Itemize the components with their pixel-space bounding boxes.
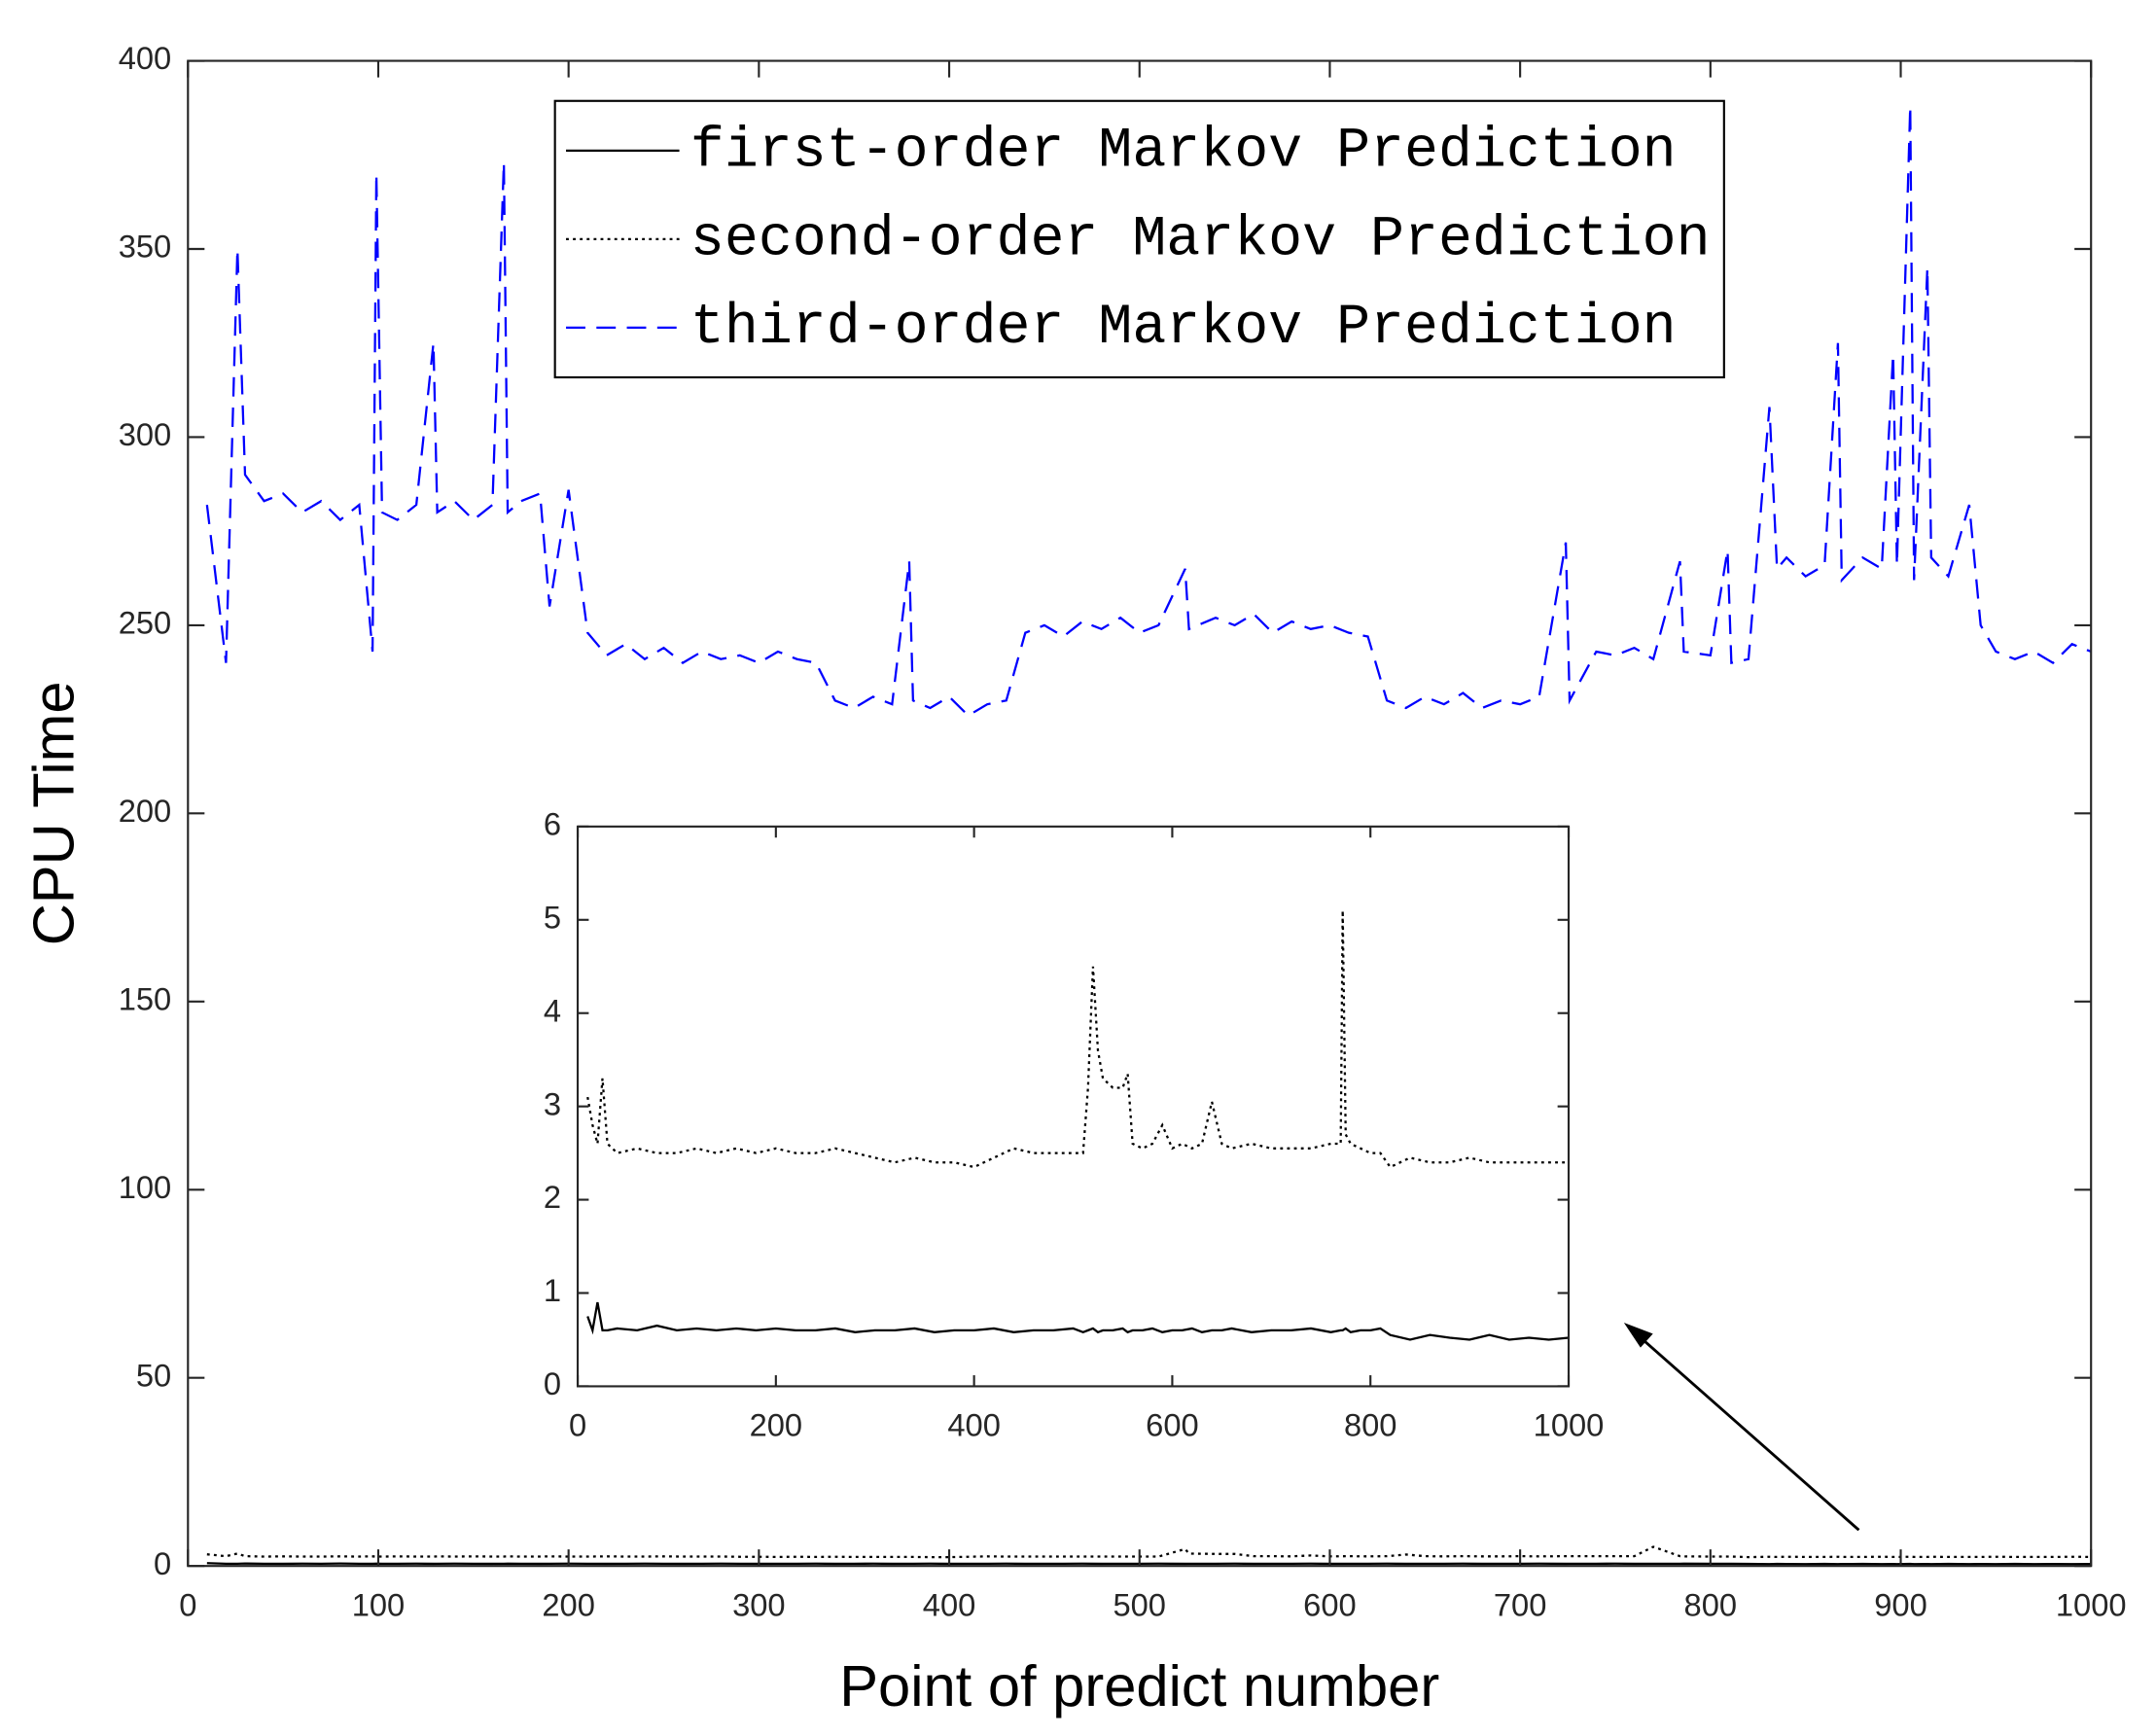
- y-tick-label: 5: [544, 899, 561, 935]
- y-tick-label: 1: [544, 1272, 561, 1308]
- x-tick-label: 800: [1684, 1586, 1738, 1622]
- y-tick-label: 350: [119, 229, 172, 265]
- x-tick-label: 400: [923, 1586, 976, 1622]
- y-tick-label: 4: [544, 992, 561, 1028]
- y-tick-label: 300: [119, 416, 172, 452]
- y-tick-label: 100: [119, 1169, 172, 1205]
- x-tick-label: 300: [732, 1586, 786, 1622]
- y-tick-label: 150: [119, 980, 172, 1016]
- plot-area: [578, 826, 1570, 1387]
- x-tick-label: 500: [1113, 1586, 1166, 1622]
- x-axis-label: Point of predict number: [839, 1653, 1439, 1718]
- legend-label: first-order Markov Prediction: [690, 119, 1677, 183]
- series-line: [205, 105, 2092, 718]
- x-tick-label: 800: [1344, 1407, 1397, 1443]
- y-tick-label: 2: [544, 1179, 561, 1215]
- series-line: [586, 910, 1570, 1169]
- x-tick-label: 900: [1874, 1586, 1927, 1622]
- main-plot: 0 100 200 300 400 500 600 700 800 900 100005010015…: [20, 40, 2126, 1718]
- y-tick-label: 0: [544, 1365, 561, 1401]
- series-line: [206, 1562, 2092, 1566]
- y-tick-label: 0: [154, 1545, 171, 1581]
- x-tick-label: 0: [179, 1586, 196, 1622]
- x-tick-label: 100: [352, 1586, 406, 1622]
- y-tick-label: 200: [119, 793, 172, 829]
- y-tick-label: 50: [136, 1357, 171, 1393]
- y-tick-label: 400: [119, 40, 172, 76]
- x-tick-label: 1000: [1534, 1407, 1605, 1443]
- arrow-head: [1623, 1323, 1653, 1348]
- legend-box: [553, 99, 1725, 379]
- legend: first-order Markov Prediction second-orde…: [553, 99, 1725, 379]
- x-tick-label: 200: [542, 1586, 595, 1622]
- x-tick-label: 600: [1303, 1586, 1357, 1622]
- x-tick-label: 200: [750, 1407, 803, 1443]
- y-tick-label: 3: [544, 1085, 561, 1121]
- legend-label: second-order Markov Prediction: [690, 207, 1711, 271]
- x-tick-label: 400: [947, 1407, 1001, 1443]
- x-tick-label: 700: [1494, 1586, 1547, 1622]
- y-tick-label: 250: [119, 605, 172, 641]
- x-tick-label: 0: [569, 1407, 586, 1443]
- arrow-shaft: [1637, 1333, 1860, 1532]
- y-axis-label: CPU Time: [20, 681, 86, 945]
- inset-plot: 0 200 400 600 800 1000 0 1 2 3 4 5 6: [544, 805, 1605, 1442]
- series-line: [586, 1301, 1570, 1341]
- legend-label: third-order Markov Prediction: [690, 296, 1677, 360]
- x-tick-label: 600: [1146, 1407, 1199, 1443]
- x-tick-label: 1000: [2056, 1586, 2127, 1622]
- y-tick-label: 6: [544, 805, 561, 841]
